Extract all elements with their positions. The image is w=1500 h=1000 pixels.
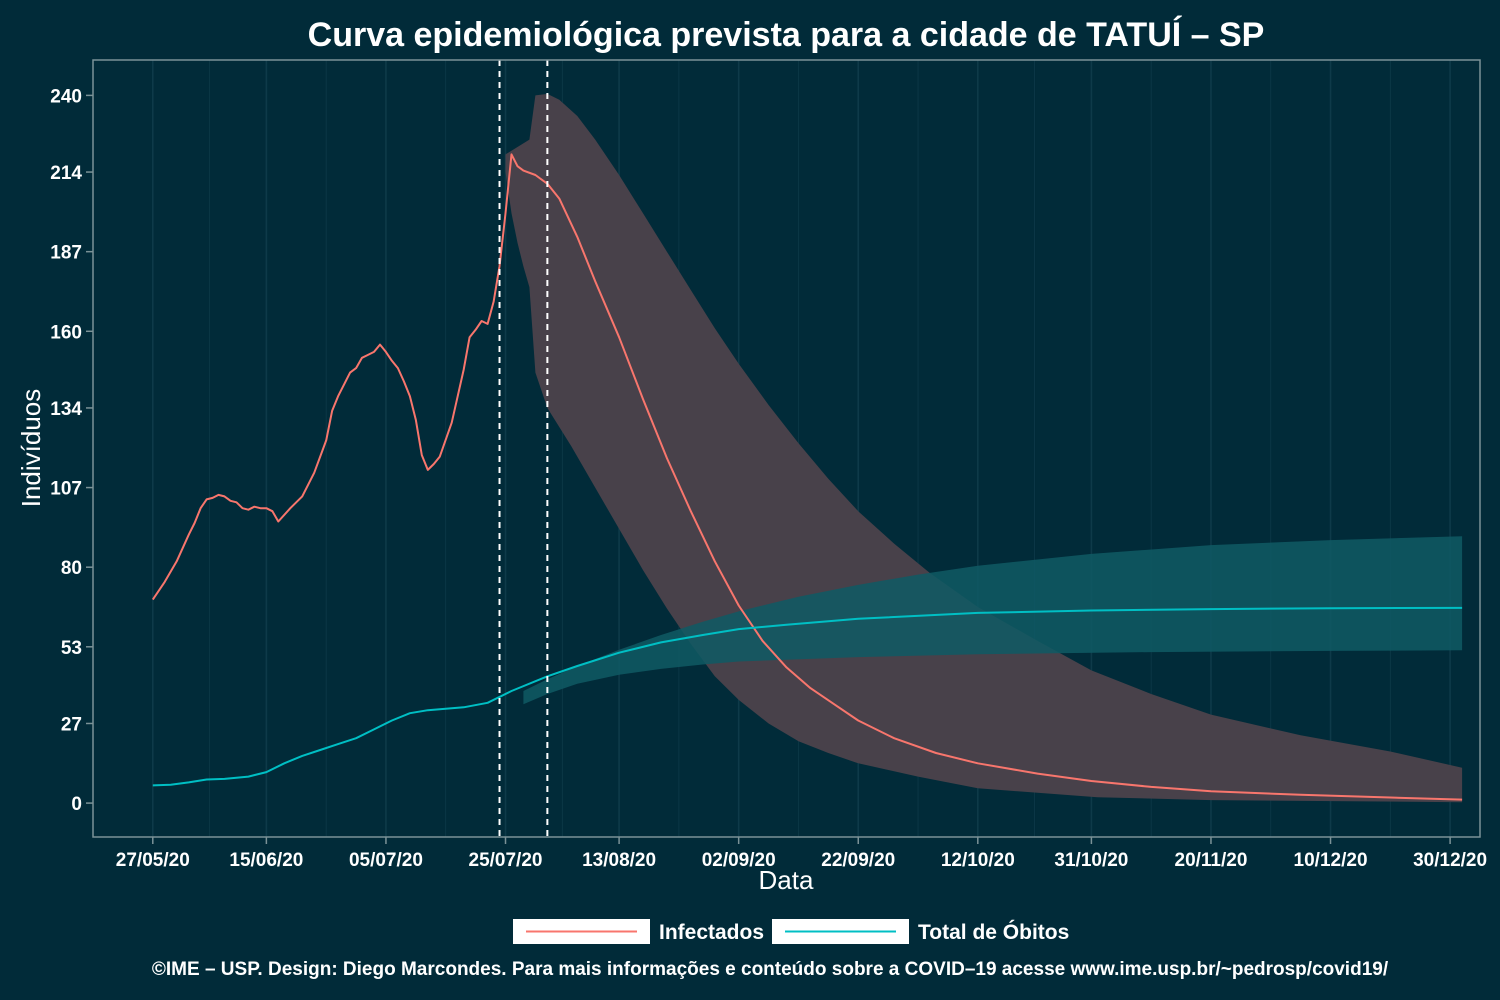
y-tick-label: 27	[61, 714, 82, 735]
x-axis-ticks: 27/05/20 15/06/20 05/07/20 25/07/20 13/08/20…	[116, 837, 1487, 871]
legend: Infectados Total de Óbitos	[513, 919, 1069, 944]
x-tick-label: 10/12/20	[1294, 850, 1368, 871]
x-tick-label: 25/07/20	[469, 850, 543, 871]
line-infectados	[151, 153, 1463, 801]
y-tick-label: 214	[50, 163, 82, 184]
line-total-de-obitos	[152, 606, 1463, 787]
y-tick-label: 80	[61, 558, 82, 579]
legend-label-obitos: Total de Óbitos	[918, 920, 1069, 944]
x-tick-label: 13/08/20	[582, 850, 656, 871]
reference-lines	[498, 60, 549, 837]
caption: ©IME – USP. Design: Diego Marcondes. Par…	[152, 959, 1389, 980]
y-axis-ticks: 0 27 53 80 107 134 160 187 214 240	[50, 86, 93, 815]
legend-label-infectados: Infectados	[659, 921, 764, 944]
x-tick-label: 31/10/20	[1054, 850, 1128, 871]
y-tick-label: 160	[50, 322, 82, 343]
y-axis-title: Indivíduos	[16, 389, 46, 508]
x-tick-label: 30/12/20	[1413, 850, 1487, 871]
x-tick-label: 20/11/20	[1175, 850, 1248, 871]
y-tick-label: 0	[71, 794, 82, 815]
x-tick-label: 05/07/20	[349, 850, 423, 871]
x-tick-label: 12/10/20	[941, 850, 1015, 871]
x-tick-label: 15/06/20	[229, 850, 303, 871]
series-lines	[151, 153, 1463, 801]
x-tick-label: 22/09/20	[821, 850, 895, 871]
x-tick-label: 27/05/20	[116, 850, 190, 871]
chart-title: Curva epidemiológica prevista para a cid…	[308, 16, 1265, 54]
band-infectados	[505, 93, 1463, 803]
confidence-bands	[505, 93, 1463, 803]
y-tick-label: 187	[50, 243, 82, 264]
y-tick-label: 107	[50, 479, 82, 500]
y-tick-label: 240	[50, 86, 82, 107]
x-tick-label: 02/09/20	[702, 850, 776, 871]
y-tick-label: 134	[50, 399, 82, 420]
plot-frame	[92, 59, 1481, 838]
y-tick-label: 53	[61, 638, 82, 659]
band-total-de-obitos	[523, 536, 1463, 705]
x-axis-title: Data	[759, 865, 814, 895]
